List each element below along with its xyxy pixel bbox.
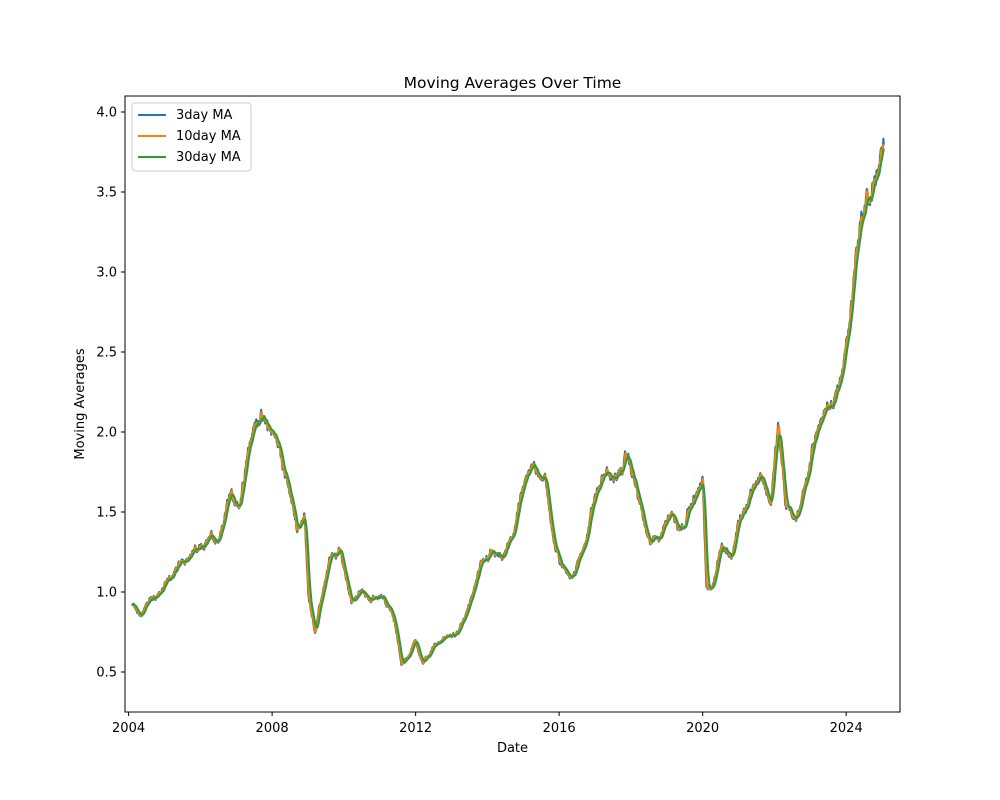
legend: 3day MA 10day MA 30day MA bbox=[131, 102, 252, 172]
x-tick-label: 2012 bbox=[399, 721, 432, 736]
y-tick-label: 0.5 bbox=[96, 666, 117, 681]
y-tick-label: 1.5 bbox=[96, 506, 117, 521]
x-axis: 2004 2008 2012 2016 2020 2024 bbox=[112, 712, 863, 736]
legend-box bbox=[131, 102, 252, 172]
y-tick-label: 3.5 bbox=[96, 186, 117, 201]
legend-label-10day: 10day MA bbox=[176, 129, 241, 144]
x-tick-label: 2020 bbox=[686, 721, 719, 736]
y-axis: 0.5 1.0 1.5 2.0 2.5 3.0 3.5 4.0 bbox=[96, 106, 125, 681]
y-tick-label: 2.5 bbox=[96, 346, 117, 361]
x-tick-label: 2016 bbox=[543, 721, 576, 736]
y-axis-label: Moving Averages bbox=[73, 348, 88, 459]
legend-label-30day: 30day MA bbox=[176, 150, 241, 165]
x-axis-label: Date bbox=[497, 741, 528, 756]
y-tick-label: 2.0 bbox=[96, 426, 117, 441]
x-tick-label: 2008 bbox=[256, 721, 289, 736]
x-tick-label: 2024 bbox=[830, 721, 863, 736]
legend-label-3day: 3day MA bbox=[176, 108, 233, 123]
series-line-30day-ma bbox=[131, 148, 885, 664]
chart-title: Moving Averages Over Time bbox=[404, 74, 622, 92]
plot-frame bbox=[124, 95, 901, 713]
x-tick-label: 2004 bbox=[112, 721, 145, 736]
y-tick-label: 1.0 bbox=[96, 586, 117, 601]
y-tick-label: 3.0 bbox=[96, 266, 117, 281]
y-tick-label: 4.0 bbox=[96, 106, 117, 121]
series-lines bbox=[131, 137, 885, 666]
